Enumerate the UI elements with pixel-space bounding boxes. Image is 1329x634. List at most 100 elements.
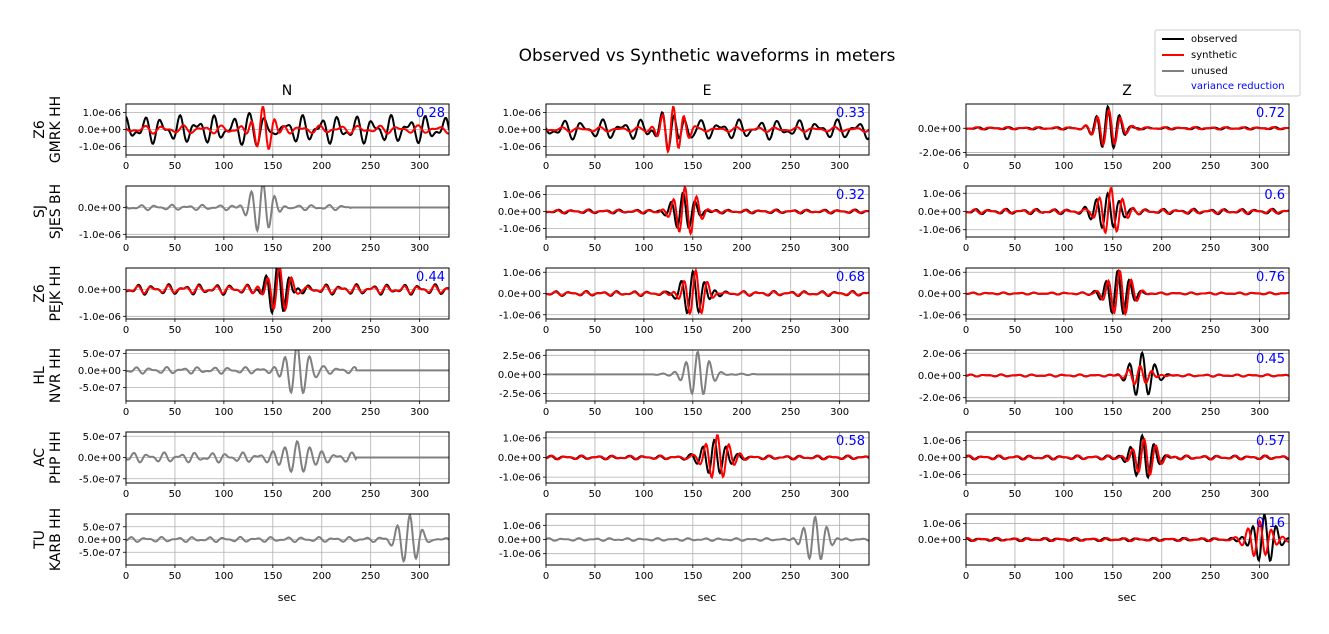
y-tick-label: -2.0e-06	[919, 393, 961, 404]
x-tick-label: 250	[781, 243, 800, 254]
y-tick-label: -1.0e-06	[79, 312, 121, 323]
synthetic-trace	[126, 106, 449, 150]
y-tick-label: 0.0e+00	[78, 535, 121, 546]
x-tick-label: 100	[214, 571, 233, 582]
x-tick-label: 100	[1054, 489, 1073, 500]
column-title-e: E	[703, 83, 712, 99]
x-tick-label: 100	[1054, 325, 1073, 336]
x-tick-label: 200	[732, 407, 751, 418]
y-tick-label: 5.0e-07	[83, 522, 121, 533]
y-tick-label: -1.0e-06	[499, 310, 541, 321]
x-tick-label: 0	[123, 489, 129, 500]
y-tick-label: 0.0e+00	[498, 125, 541, 136]
y-tick-label: 0.0e+00	[498, 289, 541, 300]
axes-frame	[125, 349, 450, 402]
subplot-sjes-n: 0 50 100 150 200 250 300 0.0e+00 -1.0e-06	[78, 185, 450, 254]
unused-trace	[126, 186, 449, 234]
axes-frame	[965, 103, 1290, 156]
x-tick-label: 100	[1054, 571, 1073, 582]
x-tick-label: 200	[1152, 243, 1171, 254]
x-tick-label: 150	[1103, 243, 1122, 254]
y-tick-label: -1.0e-06	[499, 549, 541, 560]
subplot-gmrk-n: 0 50 100 150 200 250 300 1.0e-06 0.0e+00 -1.0e-06…	[78, 103, 450, 172]
x-tick-label: 0	[543, 161, 549, 172]
y-tick-label: -1.0e-06	[919, 225, 961, 236]
y-tick-label: 0.0e+00	[78, 453, 121, 464]
x-tick-label: 0	[963, 489, 969, 500]
x-tick-label: 150	[683, 325, 702, 336]
station-row-php: ACPHP HH 0 50 100 150 200 250 300 5.0e-07 0.0e+00…	[32, 431, 1290, 500]
y-tick-label: -1.0e-06	[499, 142, 541, 153]
x-tick-label: 50	[1009, 161, 1022, 172]
station-row-karb: TUKARB HH 0 50 100 150 200 250 300 5.0e-07 0.0e+0…	[32, 508, 1290, 582]
x-tick-label: 250	[1201, 571, 1220, 582]
x-tick-label: 50	[169, 325, 182, 336]
y-tick-label: -1.0e-06	[919, 470, 961, 481]
y-tick-label: 0.0e+00	[918, 535, 961, 546]
variance-reduction-value: 0.58	[836, 434, 865, 449]
y-tick-label: -1.0e-06	[79, 230, 121, 241]
y-tick-label: -1.0e-06	[79, 142, 121, 153]
x-tick-label: 200	[312, 243, 331, 254]
x-tick-label: 100	[634, 407, 653, 418]
x-tick-label: 150	[683, 161, 702, 172]
y-tick-label: 1.0e-06	[923, 189, 961, 200]
x-tick-label: 100	[634, 489, 653, 500]
y-tick-label: -2.0e-06	[919, 148, 961, 159]
axes-frame	[545, 349, 870, 402]
x-tick-label: 150	[263, 161, 282, 172]
x-tick-label: 0	[963, 161, 969, 172]
variance-reduction-value: 0.16	[1256, 516, 1285, 531]
x-tick-label: 50	[169, 571, 182, 582]
y-tick-label: 1.0e-06	[923, 268, 961, 279]
legend-vr-label: variance reduction	[1191, 81, 1285, 92]
x-tick-label: 0	[963, 407, 969, 418]
x-tick-label: 0	[963, 325, 969, 336]
station-network: TU	[32, 530, 48, 550]
x-tick-label: 300	[1250, 243, 1269, 254]
y-tick-label: -1.0e-06	[919, 310, 961, 321]
x-tick-label: 250	[361, 325, 380, 336]
variance-reduction-value: 0.72	[1256, 106, 1285, 121]
x-tick-label: 250	[361, 243, 380, 254]
x-tick-label: 100	[634, 161, 653, 172]
x-tick-label: 200	[732, 325, 751, 336]
x-tick-label: 50	[1009, 489, 1022, 500]
x-tick-label: 100	[1054, 243, 1073, 254]
legend-frame	[1154, 29, 1301, 97]
x-tick-label: 200	[312, 407, 331, 418]
x-tick-label: 250	[361, 161, 380, 172]
subplot-pejk-e: 0 50 100 150 200 250 300 1.0e-06 0.0e+00 -1.0e-06…	[498, 267, 870, 336]
observed-trace	[966, 350, 1289, 396]
x-tick-label: 250	[1201, 407, 1220, 418]
y-tick-label: -5.0e-07	[79, 548, 121, 559]
x-tick-label: 200	[312, 571, 331, 582]
variance-reduction-value: 0.33	[836, 106, 865, 121]
x-axis-label-n: sec	[278, 591, 297, 604]
legend-synthetic-label: synthetic	[1191, 50, 1237, 61]
station-row-nvr: HLNVR HH 0 50 100 150 200 250 300 5.0e-07 0.0e+00…	[32, 348, 1290, 418]
x-tick-label: 0	[123, 161, 129, 172]
observed-trace	[126, 111, 449, 148]
column-title-z: Z	[1122, 83, 1132, 99]
x-tick-label: 0	[543, 325, 549, 336]
synthetic-trace	[126, 268, 449, 312]
y-tick-label: 0.0e+00	[78, 203, 121, 214]
x-tick-label: 300	[830, 571, 849, 582]
x-tick-label: 250	[781, 161, 800, 172]
variance-reduction-value: 0.44	[416, 270, 445, 285]
y-tick-label: 0.0e+00	[498, 370, 541, 381]
y-tick-label: -5.0e-07	[79, 383, 121, 394]
station-name-channel: NVR HH	[48, 348, 64, 403]
x-tick-label: 300	[410, 489, 429, 500]
x-tick-label: 200	[732, 489, 751, 500]
y-tick-label: 2.0e-06	[923, 349, 961, 360]
y-tick-label: 0.0e+00	[918, 289, 961, 300]
x-tick-label: 300	[830, 325, 849, 336]
station-label: Z6GMRK HH	[32, 96, 64, 163]
axes-frame	[125, 267, 450, 320]
x-tick-label: 0	[543, 407, 549, 418]
y-tick-label: -1.0e-06	[499, 473, 541, 484]
x-tick-label: 100	[634, 243, 653, 254]
synthetic-trace	[966, 519, 1289, 558]
